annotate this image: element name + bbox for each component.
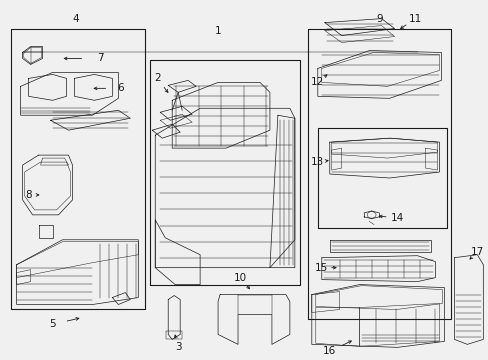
Text: 3: 3 — [175, 342, 181, 352]
Text: 4: 4 — [72, 14, 79, 24]
Text: 12: 12 — [310, 77, 324, 87]
Text: 16: 16 — [323, 346, 336, 356]
Text: 15: 15 — [314, 263, 328, 273]
Text: 2: 2 — [154, 73, 160, 84]
Text: 8: 8 — [25, 190, 32, 200]
Text: 7: 7 — [97, 54, 103, 63]
Text: 10: 10 — [233, 273, 246, 283]
Text: 6: 6 — [117, 84, 123, 93]
Text: 9: 9 — [376, 14, 382, 24]
Text: 14: 14 — [390, 213, 404, 223]
Text: 17: 17 — [470, 247, 483, 257]
Text: 1: 1 — [214, 26, 221, 36]
Text: 13: 13 — [310, 157, 324, 167]
Text: 5: 5 — [49, 319, 56, 329]
Text: 11: 11 — [408, 14, 421, 24]
